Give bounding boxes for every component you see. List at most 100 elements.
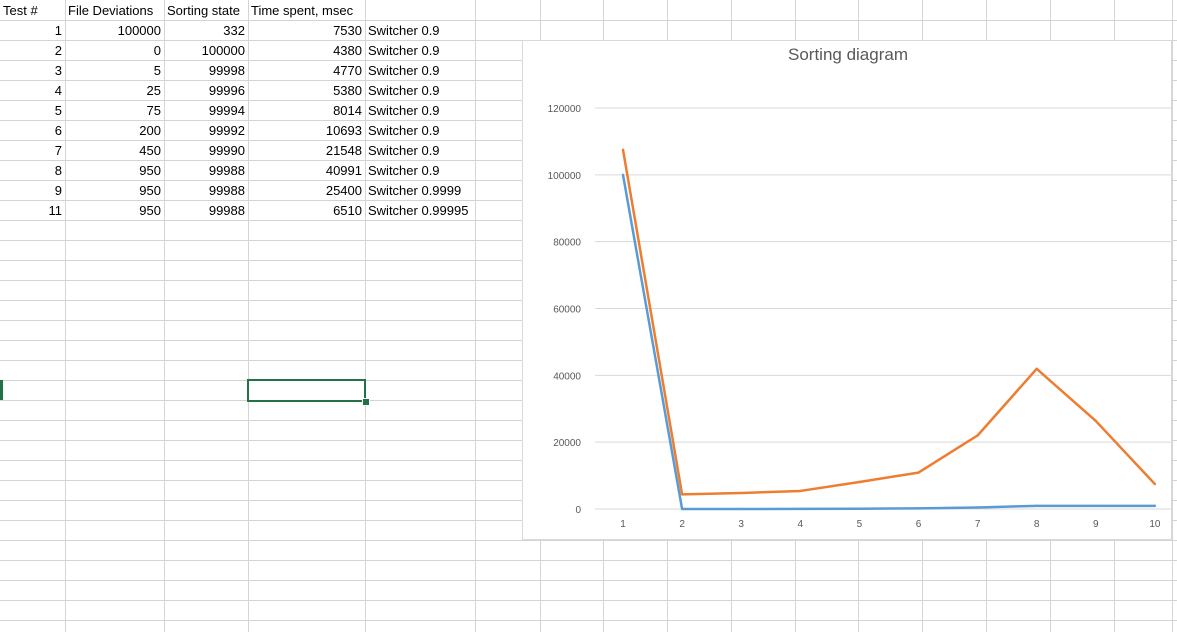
series-1-point: [917, 507, 920, 510]
header-cell[interactable]: File Deviations: [68, 3, 154, 18]
table-cell[interactable]: 5: [54, 103, 62, 118]
y-tick-label: 120000: [548, 104, 582, 115]
table-cell[interactable]: 99994: [208, 103, 245, 118]
table-cell[interactable]: 5: [153, 63, 161, 78]
gridline-horizontal: [0, 580, 1177, 581]
table-cell[interactable]: 9: [54, 183, 62, 198]
series-1-point: [976, 506, 979, 509]
chart-canvas: 0 20000 40000 60000 80000 100000 120000 1 2 3 4 5 6 7…: [548, 104, 1173, 530]
series-2-point: [621, 148, 625, 151]
series-2-point: [680, 493, 684, 496]
series-2-point: [1153, 482, 1157, 486]
table-cell[interactable]: 99996: [208, 83, 245, 98]
table-cell[interactable]: 8: [54, 163, 62, 178]
table-cell[interactable]: Switcher 0.9: [368, 103, 440, 118]
series-2-point: [976, 434, 979, 437]
gridline-vertical: [164, 0, 165, 632]
y-tick-label: 100000: [548, 171, 582, 182]
table-cell[interactable]: 1: [54, 23, 62, 38]
table-cell[interactable]: 0: [153, 43, 161, 58]
table-cell[interactable]: 99988: [208, 163, 245, 178]
gridline-vertical: [1172, 0, 1173, 632]
table-cell[interactable]: 11: [48, 203, 63, 218]
table-cell[interactable]: 5380: [333, 83, 362, 98]
table-cell[interactable]: Switcher 0.9: [368, 143, 440, 158]
y-tick-label: 40000: [553, 371, 581, 382]
fill-handle[interactable]: [362, 398, 370, 406]
table-cell[interactable]: 6: [54, 123, 62, 138]
gridline-vertical: [365, 0, 366, 632]
y-tick-label: 20000: [553, 438, 581, 449]
table-cell[interactable]: 25400: [325, 183, 362, 198]
table-cell[interactable]: 450: [139, 143, 161, 158]
y-tick-label: 60000: [553, 305, 581, 316]
table-cell[interactable]: 950: [139, 203, 161, 218]
series-1-point: [680, 507, 684, 511]
series-1-point: [858, 507, 861, 510]
table-cell[interactable]: 21548: [325, 143, 362, 158]
gridline-vertical: [248, 0, 249, 632]
gridline-horizontal: [0, 600, 1177, 601]
table-cell[interactable]: Switcher 0.9: [368, 163, 440, 178]
gridline-horizontal: [0, 540, 1177, 541]
table-cell[interactable]: 99998: [208, 63, 245, 78]
x-tick-label: 8: [1034, 519, 1040, 530]
x-tick-label: 6: [916, 519, 922, 530]
table-cell[interactable]: Switcher 0.9: [368, 23, 440, 38]
table-cell[interactable]: 950: [139, 183, 161, 198]
x-tick-label: 7: [975, 519, 981, 530]
table-cell[interactable]: 7: [54, 143, 62, 158]
table-cell[interactable]: 10693: [325, 123, 362, 138]
header-cell[interactable]: Test #: [3, 3, 38, 18]
table-cell[interactable]: Switcher 0.99995: [368, 203, 469, 218]
table-cell[interactable]: 332: [223, 23, 245, 38]
table-cell[interactable]: 100000: [117, 23, 161, 38]
gridline-horizontal: [0, 620, 1177, 621]
table-cell[interactable]: Switcher 0.9: [368, 83, 440, 98]
header-cell[interactable]: Sorting state: [167, 3, 240, 18]
table-cell[interactable]: 40991: [325, 163, 362, 178]
series-1-point: [799, 507, 802, 511]
chart-area[interactable]: 0 20000 40000 60000 80000 100000 120000 1 2 3 4 5 6 7…: [522, 40, 1173, 540]
table-cell[interactable]: 6510: [333, 203, 362, 218]
table-cell[interactable]: 99988: [208, 183, 245, 198]
series-2-point: [917, 471, 920, 474]
x-tick-label: 1: [620, 519, 626, 530]
gridline-vertical: [475, 0, 476, 632]
series-line-2: [621, 149, 1156, 496]
selected-cell[interactable]: [247, 379, 366, 402]
series-line-1: [621, 174, 1155, 511]
series-1-point: [621, 173, 625, 177]
table-cell[interactable]: Switcher 0.9: [368, 123, 440, 138]
table-cell[interactable]: Switcher 0.9: [368, 43, 440, 58]
x-tick-label: 10: [1149, 519, 1161, 530]
table-cell[interactable]: 4770: [333, 63, 362, 78]
table-cell[interactable]: 99992: [208, 123, 245, 138]
table-cell[interactable]: 2: [54, 43, 62, 58]
table-cell[interactable]: 4: [54, 83, 62, 98]
series-1-point: [740, 507, 743, 511]
series-1-point: [1094, 504, 1097, 508]
table-cell[interactable]: 200: [139, 123, 161, 138]
series-2-point: [1035, 367, 1038, 371]
table-cell[interactable]: 99988: [208, 203, 245, 218]
table-cell[interactable]: Switcher 0.9999: [368, 183, 462, 198]
x-tick-label: 3: [738, 519, 744, 530]
table-cell[interactable]: 25: [146, 83, 161, 98]
gridline-vertical: [65, 0, 66, 632]
x-tick-label: 9: [1093, 519, 1099, 530]
table-cell[interactable]: 4380: [333, 43, 362, 58]
chart-title: Sorting diagram: [787, 45, 908, 64]
table-cell[interactable]: Switcher 0.9: [368, 63, 440, 78]
table-cell[interactable]: 7530: [333, 23, 362, 38]
y-tick-label: 0: [575, 505, 581, 516]
table-cell[interactable]: 75: [146, 103, 161, 118]
series-2-point: [740, 491, 743, 495]
table-cell[interactable]: 950: [139, 163, 161, 178]
table-cell[interactable]: 99990: [208, 143, 245, 158]
table-cell[interactable]: 3: [54, 63, 62, 78]
table-cell[interactable]: 100000: [201, 43, 245, 58]
table-cell[interactable]: 8014: [333, 103, 362, 118]
gridline-horizontal: [0, 560, 1177, 561]
header-cell[interactable]: Time spent, msec: [251, 3, 354, 18]
